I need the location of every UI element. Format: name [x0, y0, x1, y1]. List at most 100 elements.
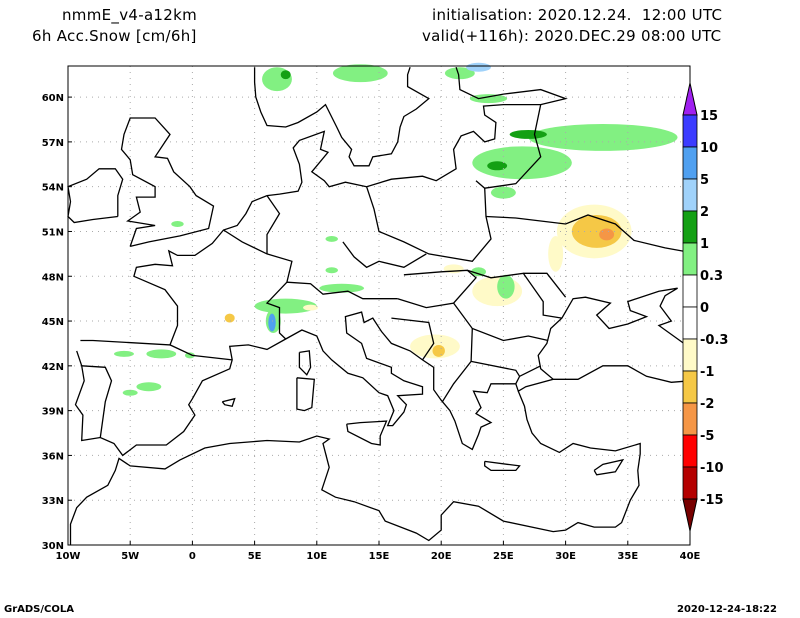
snow-area: [114, 350, 134, 357]
snow-area: [469, 94, 508, 104]
coastline: [296, 377, 316, 412]
colorbar-label: -1: [700, 365, 714, 380]
lon-label: 10E: [306, 551, 327, 562]
coastline: [391, 317, 435, 361]
coastline: [80, 66, 568, 346]
snow-area: [528, 123, 678, 151]
colorbar-segment: [682, 434, 698, 468]
snow-area: [472, 276, 523, 307]
colorbar-label: 15: [700, 109, 718, 124]
colorbar-segment: [682, 466, 698, 500]
snow-area: [471, 267, 486, 277]
colorbar-label: 10: [700, 141, 718, 156]
snow-area: [472, 146, 572, 180]
lon-label: 0: [189, 551, 196, 562]
snow-area: [146, 349, 177, 359]
footer-software: GrADS/COLA: [4, 604, 74, 615]
coastline: [484, 104, 542, 189]
coastline: [266, 195, 281, 254]
lon-label: 35E: [617, 551, 638, 562]
lat-label: 30N: [42, 541, 64, 552]
snow-area: [325, 235, 338, 242]
initialisation-time: initialisation: 2020.12.24. 12:00 UTC: [432, 6, 723, 24]
coastline: [467, 269, 563, 319]
colorbar-segment: [682, 274, 698, 308]
lon-label: 30E: [555, 551, 576, 562]
lon-label: 15E: [369, 551, 390, 562]
coastline: [286, 281, 398, 300]
snow-area: [497, 274, 515, 299]
colorbar-segment: [682, 402, 698, 436]
colorbar-label: -10: [700, 461, 724, 476]
coastline: [453, 302, 549, 342]
coastline: [346, 420, 388, 446]
coastline: [553, 365, 691, 383]
lon-label: 5W: [121, 551, 139, 562]
colorbar-segment: [682, 178, 698, 212]
coastlines: [67, 66, 691, 545]
model-name: nmmE_v4-a12km: [62, 6, 198, 24]
snow-area: [184, 352, 195, 359]
snow-area: [280, 70, 291, 80]
lat-label: 48N: [42, 272, 64, 283]
coastline: [253, 66, 430, 167]
colorbar-label: -2: [700, 397, 714, 412]
colorbar-max-triangle: [682, 82, 698, 116]
snow-area: [171, 221, 184, 227]
snow-area: [254, 298, 317, 314]
coastline: [120, 117, 215, 248]
snow-area: [599, 228, 615, 241]
coastline: [67, 168, 124, 224]
coastline: [81, 365, 113, 438]
colorbar-label: -0.3: [700, 333, 728, 348]
snow-area: [122, 389, 138, 396]
valid-time: valid(+116h): 2020.DEC.29 08:00 UTC: [422, 27, 722, 45]
snow-area: [548, 235, 564, 272]
coastline: [523, 272, 567, 298]
lon-label: 40E: [680, 551, 701, 562]
lat-label: 57N: [42, 138, 64, 149]
snow-area: [303, 304, 319, 311]
colorbar-label: 5: [700, 173, 709, 188]
snow-area: [432, 344, 445, 357]
lat-label: 39N: [42, 407, 64, 418]
lat-label: 60N: [42, 93, 64, 104]
snow-area: [136, 382, 162, 392]
coastline: [515, 365, 541, 385]
colorbar-segment: [682, 242, 698, 276]
colorbar-label: -15: [700, 493, 724, 508]
colorbar-label: 0: [700, 301, 709, 316]
snow-area: [224, 313, 235, 323]
colorbar-label: 0.3: [700, 269, 723, 284]
coastline: [342, 241, 427, 269]
coastline: [74, 287, 691, 457]
colorbar-segment: [682, 114, 698, 148]
snow-area: [509, 129, 547, 139]
colorbar-label: -5: [700, 429, 714, 444]
lat-label: 54N: [42, 183, 64, 194]
coastline: [593, 458, 625, 476]
coastline: [397, 269, 477, 309]
coastline: [470, 360, 521, 377]
snow-area: [268, 313, 276, 332]
snow-area: [487, 161, 508, 171]
lat-label: 33N: [42, 496, 64, 507]
colorbar-segment: [682, 306, 698, 340]
colorbar-segment: [682, 338, 698, 372]
lat-label: 45N: [42, 317, 64, 328]
lon-label: 20E: [431, 551, 452, 562]
coastline: [223, 229, 293, 340]
coastline: [484, 460, 521, 472]
colorbar: 15 10 5 2 1 0.3 0 -0.3 -1 -2 -5 -10 -15: [682, 82, 728, 532]
snow-area: [325, 267, 338, 274]
coastline: [221, 397, 236, 407]
lat-label: 42N: [42, 362, 64, 373]
coastline: [298, 350, 312, 376]
snow-area: [466, 62, 491, 72]
coastline: [69, 390, 641, 545]
colorbar-segment: [682, 370, 698, 404]
coastline: [365, 180, 492, 263]
lon-label: 5E: [248, 551, 262, 562]
